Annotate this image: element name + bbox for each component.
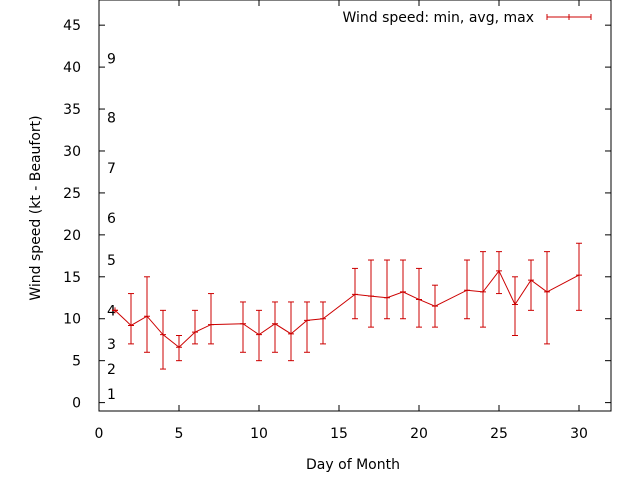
plot-frame: [98, 0, 612, 412]
x-tick-label: 10: [250, 426, 268, 442]
y-axis-label: Wind speed (kt - Beaufort): [28, 115, 44, 300]
beaufort-label: 7: [107, 161, 116, 177]
beaufort-label: 9: [107, 52, 116, 68]
y-tick-label: 20: [63, 228, 81, 244]
legend-label: Wind speed: min, avg, max: [342, 10, 534, 26]
y-tick-label: 5: [72, 354, 81, 370]
average-point: [352, 291, 358, 298]
average-point: [208, 321, 214, 328]
average-point: [368, 293, 374, 300]
beaufort-label: 5: [107, 253, 116, 269]
average-point: [576, 272, 582, 279]
beaufort-scale-labels: 1 2 3 4 5 6 7 8 9: [107, 52, 116, 404]
beaufort-label: 8: [107, 110, 116, 126]
average-point: [192, 329, 198, 336]
series-layer: [112, 242, 582, 370]
average-point: [304, 317, 310, 324]
average-point: [512, 301, 518, 308]
average-point: [496, 267, 502, 274]
y-tick-label: 15: [63, 270, 81, 286]
x-tick-label: 15: [330, 426, 348, 442]
average-point: [240, 320, 246, 327]
y-tick-label: 35: [63, 102, 81, 118]
average-point: [272, 320, 278, 327]
average-point: [160, 331, 166, 338]
beaufort-label: 3: [107, 337, 116, 353]
beaufort-label: 1: [107, 387, 116, 403]
y-tick-label: 30: [63, 144, 81, 160]
y-tick-label: 0: [72, 396, 81, 412]
average-point: [432, 303, 438, 310]
y-tick-label: 40: [63, 60, 81, 76]
average-point: [128, 322, 134, 329]
beaufort-label: 4: [107, 303, 116, 319]
average-point: [384, 294, 390, 301]
x-tick-label: 20: [410, 426, 428, 442]
x-axis-label: Day of Month: [306, 457, 400, 473]
x-tick-label: 0: [95, 426, 104, 442]
average-point: [416, 296, 422, 303]
beaufort-label: 2: [107, 362, 116, 378]
beaufort-label: 6: [107, 211, 116, 227]
average-point: [400, 288, 406, 295]
average-point: [112, 307, 118, 314]
average-point: [256, 331, 262, 338]
x-axis-ticks: 0 5 10 15 20 25 30: [95, 0, 588, 442]
legend-marker: [566, 14, 572, 20]
x-tick-label: 25: [490, 426, 508, 442]
average-point: [144, 313, 150, 320]
average-point: [320, 315, 326, 322]
y-tick-label: 45: [63, 18, 81, 34]
legend: Wind speed: min, avg, max: [342, 10, 592, 26]
average-point: [464, 287, 470, 294]
average-point: [480, 288, 486, 295]
y-tick-label: 25: [63, 186, 81, 202]
average-point: [528, 277, 534, 284]
average-line: [114, 269, 580, 348]
x-tick-label: 30: [570, 426, 588, 442]
average-point: [544, 288, 550, 295]
legend-key: [546, 14, 592, 20]
average-point: [288, 330, 294, 337]
x-tick-label: 5: [175, 426, 184, 442]
y-tick-label: 10: [63, 312, 81, 328]
average-point: [176, 344, 182, 351]
